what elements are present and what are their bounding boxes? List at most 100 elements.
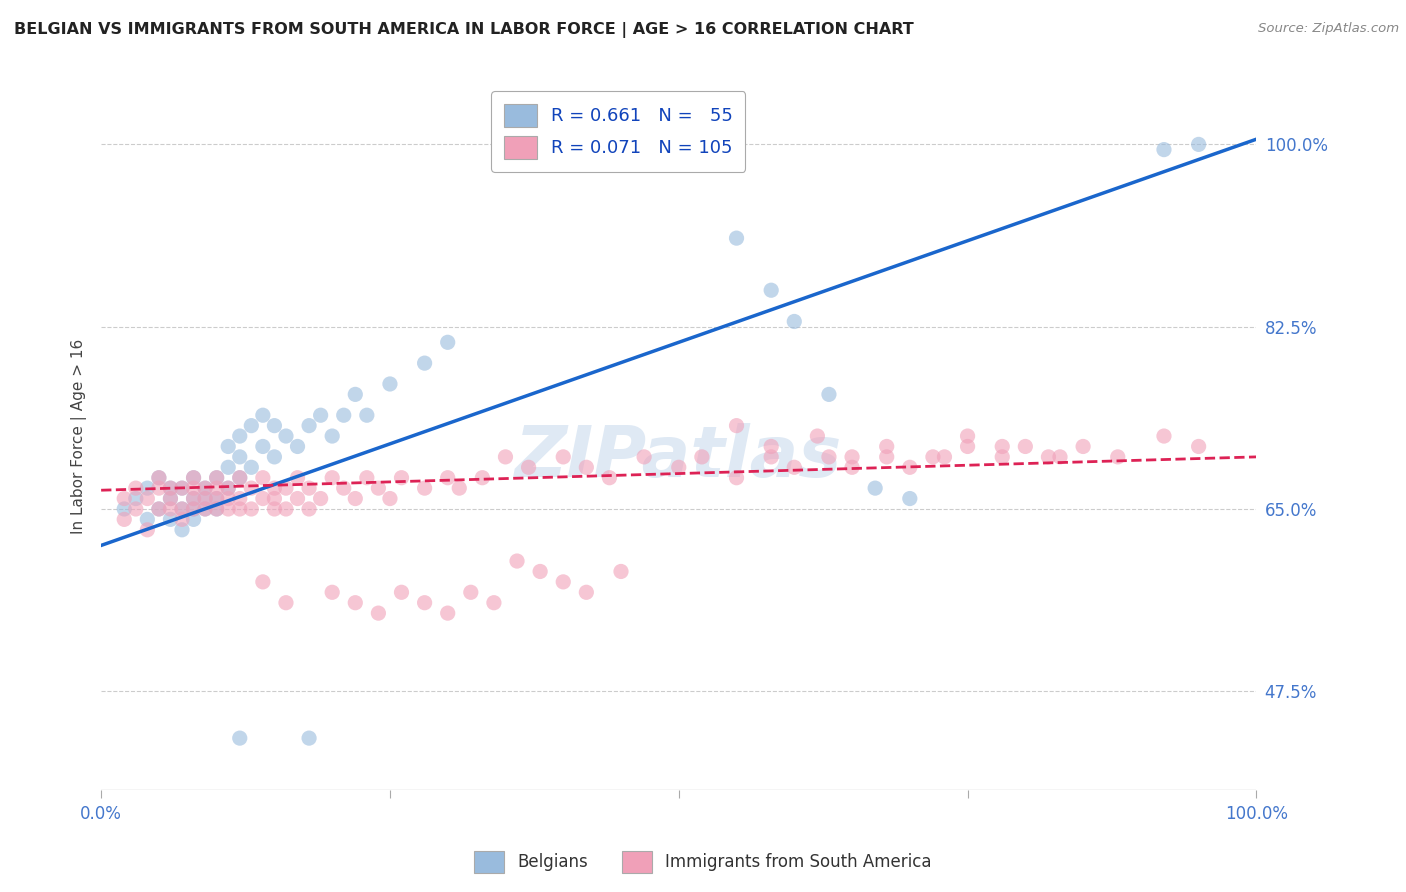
Point bbox=[1153, 143, 1175, 157]
Point bbox=[263, 491, 285, 506]
Point bbox=[1188, 137, 1211, 152]
Point bbox=[956, 429, 979, 443]
Point bbox=[240, 481, 263, 495]
Point bbox=[205, 502, 228, 516]
Point bbox=[252, 408, 274, 422]
Point bbox=[263, 502, 285, 516]
Point bbox=[413, 596, 436, 610]
Point bbox=[818, 387, 841, 401]
Point bbox=[725, 471, 748, 485]
Point bbox=[183, 512, 205, 526]
Point bbox=[783, 460, 806, 475]
Point bbox=[183, 471, 205, 485]
Point bbox=[1049, 450, 1071, 464]
Point bbox=[495, 450, 517, 464]
Point bbox=[575, 585, 598, 599]
Point bbox=[112, 502, 135, 516]
Text: ZIPatlas: ZIPatlas bbox=[515, 423, 842, 491]
Point bbox=[863, 481, 886, 495]
Point bbox=[194, 481, 217, 495]
Point bbox=[391, 585, 413, 599]
Point bbox=[170, 512, 193, 526]
Point bbox=[112, 491, 135, 506]
Point bbox=[217, 491, 239, 506]
Point bbox=[274, 596, 297, 610]
Point bbox=[136, 523, 159, 537]
Point bbox=[229, 471, 252, 485]
Point bbox=[378, 376, 401, 391]
Point bbox=[287, 471, 309, 485]
Point bbox=[170, 481, 193, 495]
Point bbox=[725, 418, 748, 433]
Point bbox=[506, 554, 529, 568]
Point bbox=[818, 450, 841, 464]
Point bbox=[1038, 450, 1060, 464]
Point bbox=[183, 471, 205, 485]
Point bbox=[183, 481, 205, 495]
Point bbox=[436, 471, 458, 485]
Y-axis label: In Labor Force | Age > 16: In Labor Force | Age > 16 bbox=[72, 338, 87, 533]
Point bbox=[1153, 429, 1175, 443]
Point bbox=[668, 460, 690, 475]
Point bbox=[436, 606, 458, 620]
Point bbox=[991, 450, 1014, 464]
Point bbox=[205, 502, 228, 516]
Point bbox=[309, 408, 332, 422]
Point bbox=[148, 481, 170, 495]
Point bbox=[1107, 450, 1129, 464]
Point bbox=[934, 450, 956, 464]
Point bbox=[170, 502, 193, 516]
Point bbox=[287, 491, 309, 506]
Point bbox=[1188, 440, 1211, 454]
Point bbox=[252, 440, 274, 454]
Point bbox=[205, 481, 228, 495]
Point bbox=[517, 460, 540, 475]
Point bbox=[217, 460, 239, 475]
Point bbox=[1071, 440, 1094, 454]
Point bbox=[217, 440, 239, 454]
Text: Source: ZipAtlas.com: Source: ZipAtlas.com bbox=[1258, 22, 1399, 36]
Point bbox=[159, 491, 181, 506]
Point bbox=[321, 585, 343, 599]
Point bbox=[229, 471, 252, 485]
Point bbox=[759, 440, 782, 454]
Point bbox=[633, 450, 655, 464]
Point bbox=[148, 502, 170, 516]
Point bbox=[148, 502, 170, 516]
Point bbox=[806, 429, 828, 443]
Point bbox=[252, 491, 274, 506]
Point bbox=[263, 450, 285, 464]
Point bbox=[898, 491, 921, 506]
Point bbox=[356, 408, 378, 422]
Point bbox=[332, 408, 354, 422]
Point bbox=[170, 523, 193, 537]
Point bbox=[759, 283, 782, 297]
Point bbox=[436, 335, 458, 350]
Legend: R = 0.661   N =   55, R = 0.071   N = 105: R = 0.661 N = 55, R = 0.071 N = 105 bbox=[491, 91, 745, 171]
Point bbox=[991, 440, 1014, 454]
Point bbox=[183, 491, 205, 506]
Text: BELGIAN VS IMMIGRANTS FROM SOUTH AMERICA IN LABOR FORCE | AGE > 16 CORRELATION C: BELGIAN VS IMMIGRANTS FROM SOUTH AMERICA… bbox=[14, 22, 914, 38]
Point bbox=[598, 471, 620, 485]
Point bbox=[159, 481, 181, 495]
Point bbox=[217, 481, 239, 495]
Point bbox=[309, 491, 332, 506]
Point bbox=[471, 471, 494, 485]
Point bbox=[159, 491, 181, 506]
Point bbox=[356, 471, 378, 485]
Point bbox=[148, 471, 170, 485]
Point bbox=[553, 574, 575, 589]
Point bbox=[125, 502, 148, 516]
Point bbox=[229, 491, 252, 506]
Point bbox=[344, 491, 367, 506]
Point bbox=[136, 481, 159, 495]
Point bbox=[125, 481, 148, 495]
Point bbox=[344, 387, 367, 401]
Point bbox=[229, 450, 252, 464]
Point bbox=[205, 491, 228, 506]
Point bbox=[194, 491, 217, 506]
Point bbox=[922, 450, 945, 464]
Point bbox=[263, 481, 285, 495]
Point bbox=[876, 440, 898, 454]
Point bbox=[332, 481, 354, 495]
